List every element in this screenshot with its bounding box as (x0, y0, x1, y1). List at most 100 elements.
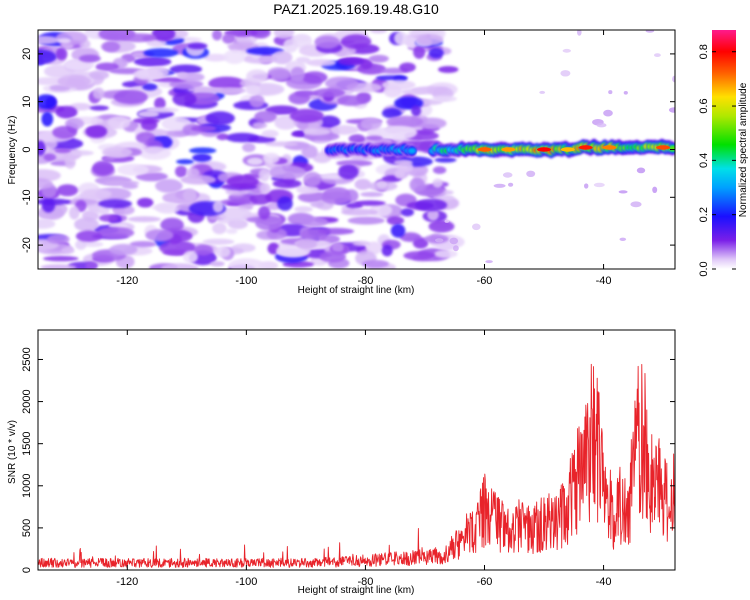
heatmap-noise-blob (175, 165, 188, 178)
heatmap-noise-blob (226, 175, 259, 189)
heatmap-noise-blob (102, 41, 121, 53)
heatmap-noise-blob (133, 56, 172, 67)
heatmap-noise-blob (54, 148, 71, 154)
heatmap-noise-blob (386, 115, 424, 128)
heatmap-noise-blob (69, 206, 80, 220)
heatmap-noise-blob (176, 159, 194, 165)
heatmap-noise-layer (38, 30, 675, 269)
heatmap-y-tick-label: -20 (21, 237, 33, 253)
snr-x-tick-label: -100 (235, 576, 257, 588)
heatmap-noise-blob (354, 178, 372, 190)
heatmap-noise-dot (485, 260, 493, 264)
heatmap-noise-blob (140, 118, 158, 131)
colorbar-label: Normalized spectral amplitude (738, 82, 749, 217)
heatmap-noise-blob (296, 185, 319, 194)
heatmap-noise-blob (313, 88, 346, 98)
heatmap-noise-blob (228, 258, 265, 269)
heatmap-noise-blob (137, 197, 154, 208)
snr-y-tick-label: 500 (21, 519, 33, 537)
heatmap-noise-blob (338, 164, 359, 180)
heatmap-noise-blob (38, 35, 60, 45)
snr-y-tick-label: 2000 (21, 389, 33, 413)
heatmap-noise-blob (370, 30, 387, 34)
heatmap-noise-blob (57, 38, 71, 44)
heatmap-noise-blob (400, 88, 426, 95)
heatmap-noise-blob (242, 142, 256, 153)
heatmap-noise-blob (55, 47, 68, 61)
heatmap-noise-blob (143, 48, 179, 58)
heatmap-noise-dot (472, 223, 481, 231)
heatmap-noise-blob (182, 188, 197, 203)
heatmap-noise-blob (314, 35, 340, 49)
snr-panel: -120 -100 -80 -60 -40 0 500 1000 1500 2000 2500 He… (7, 329, 676, 596)
heatmap-noise-blob (61, 246, 75, 255)
heatmap-noise-blob (272, 179, 302, 189)
heatmap-noise-blob (52, 125, 77, 139)
heatmap-noise-blob (381, 79, 416, 91)
heatmap-noise-blob (283, 38, 298, 53)
heatmap-noise-blob (193, 244, 214, 256)
heatmap-x-tick-label: -80 (357, 275, 373, 287)
snr-series-line (38, 363, 675, 568)
heatmap-noise-blob (225, 228, 238, 234)
heatmap-noise-blob (301, 144, 318, 159)
heatmap-noise-blob (92, 87, 105, 100)
heatmap-x-tick-label: -120 (116, 275, 138, 287)
snr-x-axis-title: Height of straight line (km) (298, 585, 415, 596)
heatmap-noise-blob (258, 205, 271, 220)
heatmap-noise-blob (365, 135, 383, 141)
heatmap-noise-blob (223, 49, 246, 64)
heatmap-noise-blob (295, 56, 311, 64)
heatmap-noise-blob (306, 59, 336, 67)
snr-marks (38, 363, 675, 568)
heatmap-noise-blob (212, 30, 223, 41)
heatmap-noise-blob (42, 255, 79, 262)
heatmap-noise-blob (135, 132, 156, 144)
heatmap-noise-blob (151, 77, 188, 83)
heatmap-noise-blob (268, 165, 307, 180)
colorbar-tick-label: 0.4 (698, 153, 710, 168)
heatmap-noise-blob (399, 62, 416, 73)
heatmap-noise-blob (139, 146, 171, 160)
heatmap-noise-blob (113, 90, 148, 105)
heatmap-noise-blob (310, 201, 325, 208)
heatmap-noise-blob (161, 263, 199, 269)
heatmap-noise-blob (155, 202, 181, 214)
heatmap-noise-blob (117, 163, 149, 176)
heatmap-noise-blob (393, 159, 413, 166)
heatmap-noise-dot (645, 30, 655, 33)
heatmap-noise-blob (288, 91, 311, 105)
heatmap-noise-dot (508, 182, 514, 187)
heatmap-noise-blob (362, 259, 389, 268)
heatmap-noise-blob (210, 261, 225, 267)
heatmap-noise-blob (274, 115, 298, 130)
snr-x-tick-label: -60 (477, 576, 493, 588)
heatmap-noise-dot (636, 167, 646, 174)
heatmap-noise-blob (180, 174, 217, 185)
heatmap-noise-blob (129, 241, 157, 248)
heatmap-noise-blob (160, 217, 184, 233)
heatmap-noise-blob (212, 222, 227, 235)
heatmap-noise-dot (560, 70, 571, 77)
heatmap-noise-dot (652, 186, 658, 193)
heatmap-noise-blob (324, 76, 359, 90)
heatmap-noise-blob (127, 216, 161, 223)
heatmap-noise-blob (85, 125, 108, 138)
heatmap-noise-blob (57, 74, 91, 89)
heatmap-x-tick-label: -100 (235, 275, 257, 287)
heatmap-noise-dot (584, 183, 589, 189)
heatmap-noise-blob (192, 153, 212, 162)
colorbar-tick-label: 0.0 (698, 261, 710, 276)
heatmap-noise-blob (296, 238, 318, 250)
heatmap-ridge-peak (477, 147, 492, 152)
heatmap-noise-blob (98, 199, 133, 209)
heatmap-noise-blob (41, 197, 56, 213)
heatmap-noise-blob (262, 152, 280, 164)
heatmap-noise-blob (78, 54, 101, 63)
heatmap-noise-blob (416, 117, 447, 130)
heatmap-noise-blob (155, 178, 183, 193)
heatmap-noise-dot (623, 91, 628, 95)
heatmap-noise-blob (302, 216, 328, 227)
heatmap-noise-blob (386, 216, 405, 226)
